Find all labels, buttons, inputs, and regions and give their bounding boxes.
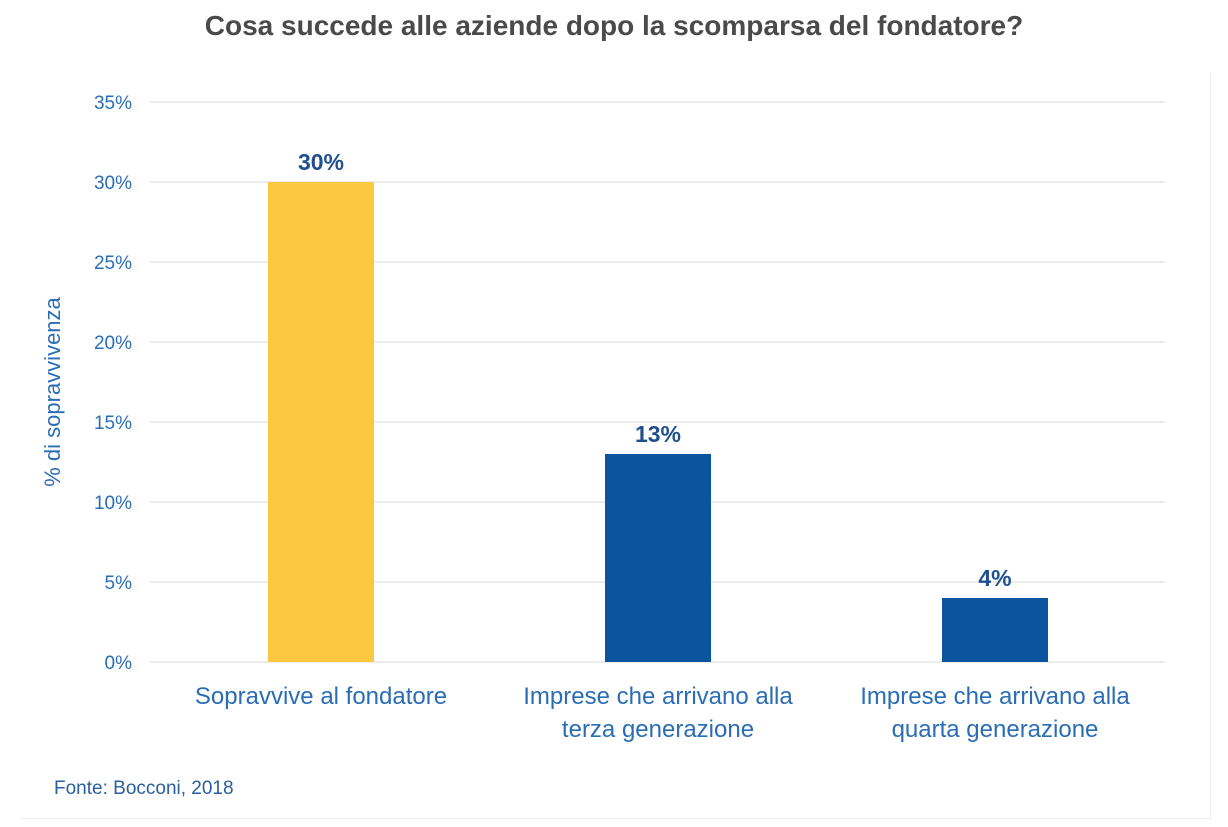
y-tick-label: 35% xyxy=(94,93,132,114)
x-tick-label: quarta generazione xyxy=(892,716,1099,743)
y-tick-label: 20% xyxy=(94,333,132,354)
y-axis-label: % di sopravvivenza xyxy=(40,296,65,486)
bar xyxy=(942,598,1048,662)
bar xyxy=(268,182,374,662)
chart-title: Cosa succede alle aziende dopo la scompa… xyxy=(204,10,1024,41)
source-note: Fonte: Bocconi, 2018 xyxy=(54,778,234,799)
bars xyxy=(268,182,1048,662)
y-axis-ticks: 0% 5% 10% 15% 20% 25% 30% 35% xyxy=(94,93,132,674)
x-axis-labels: Sopravvive al fondatore Imprese che arriv… xyxy=(195,683,1130,743)
y-tick-label: 15% xyxy=(94,413,132,434)
data-label: 4% xyxy=(978,565,1011,591)
data-labels: 30% 13% 4% xyxy=(298,149,1012,591)
y-tick-label: 25% xyxy=(94,253,132,274)
y-tick-label: 30% xyxy=(94,173,132,194)
x-tick-label: terza generazione xyxy=(562,716,754,743)
y-tick-label: 10% xyxy=(94,493,132,514)
y-tick-label: 0% xyxy=(105,653,133,674)
x-tick-label: Imprese che arrivano alla xyxy=(523,683,793,710)
x-tick-label: Imprese che arrivano alla xyxy=(860,683,1130,710)
bar-chart: 0% 5% 10% 15% 20% 25% 30% 35% 30% 13% 4% Sopravvi… xyxy=(40,93,1165,743)
x-tick-label: Sopravvive al fondatore xyxy=(195,683,447,710)
data-label: 30% xyxy=(298,149,344,175)
data-label: 13% xyxy=(635,421,681,447)
chart-panel: 0% 5% 10% 15% 20% 25% 30% 35% 30% 13% 4% Sopravvi… xyxy=(20,72,1211,819)
bar xyxy=(605,454,711,662)
y-tick-label: 5% xyxy=(105,573,133,594)
